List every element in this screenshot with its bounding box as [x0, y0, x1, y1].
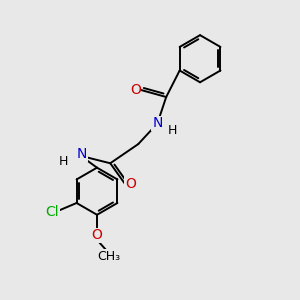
Text: H: H — [167, 124, 177, 137]
Text: Cl: Cl — [45, 205, 59, 219]
Text: N: N — [152, 116, 163, 130]
Text: N: N — [77, 147, 88, 161]
Text: O: O — [130, 82, 141, 97]
Text: CH₃: CH₃ — [97, 250, 120, 262]
Text: O: O — [125, 177, 136, 191]
Text: O: O — [92, 228, 102, 242]
Text: H: H — [58, 155, 68, 168]
